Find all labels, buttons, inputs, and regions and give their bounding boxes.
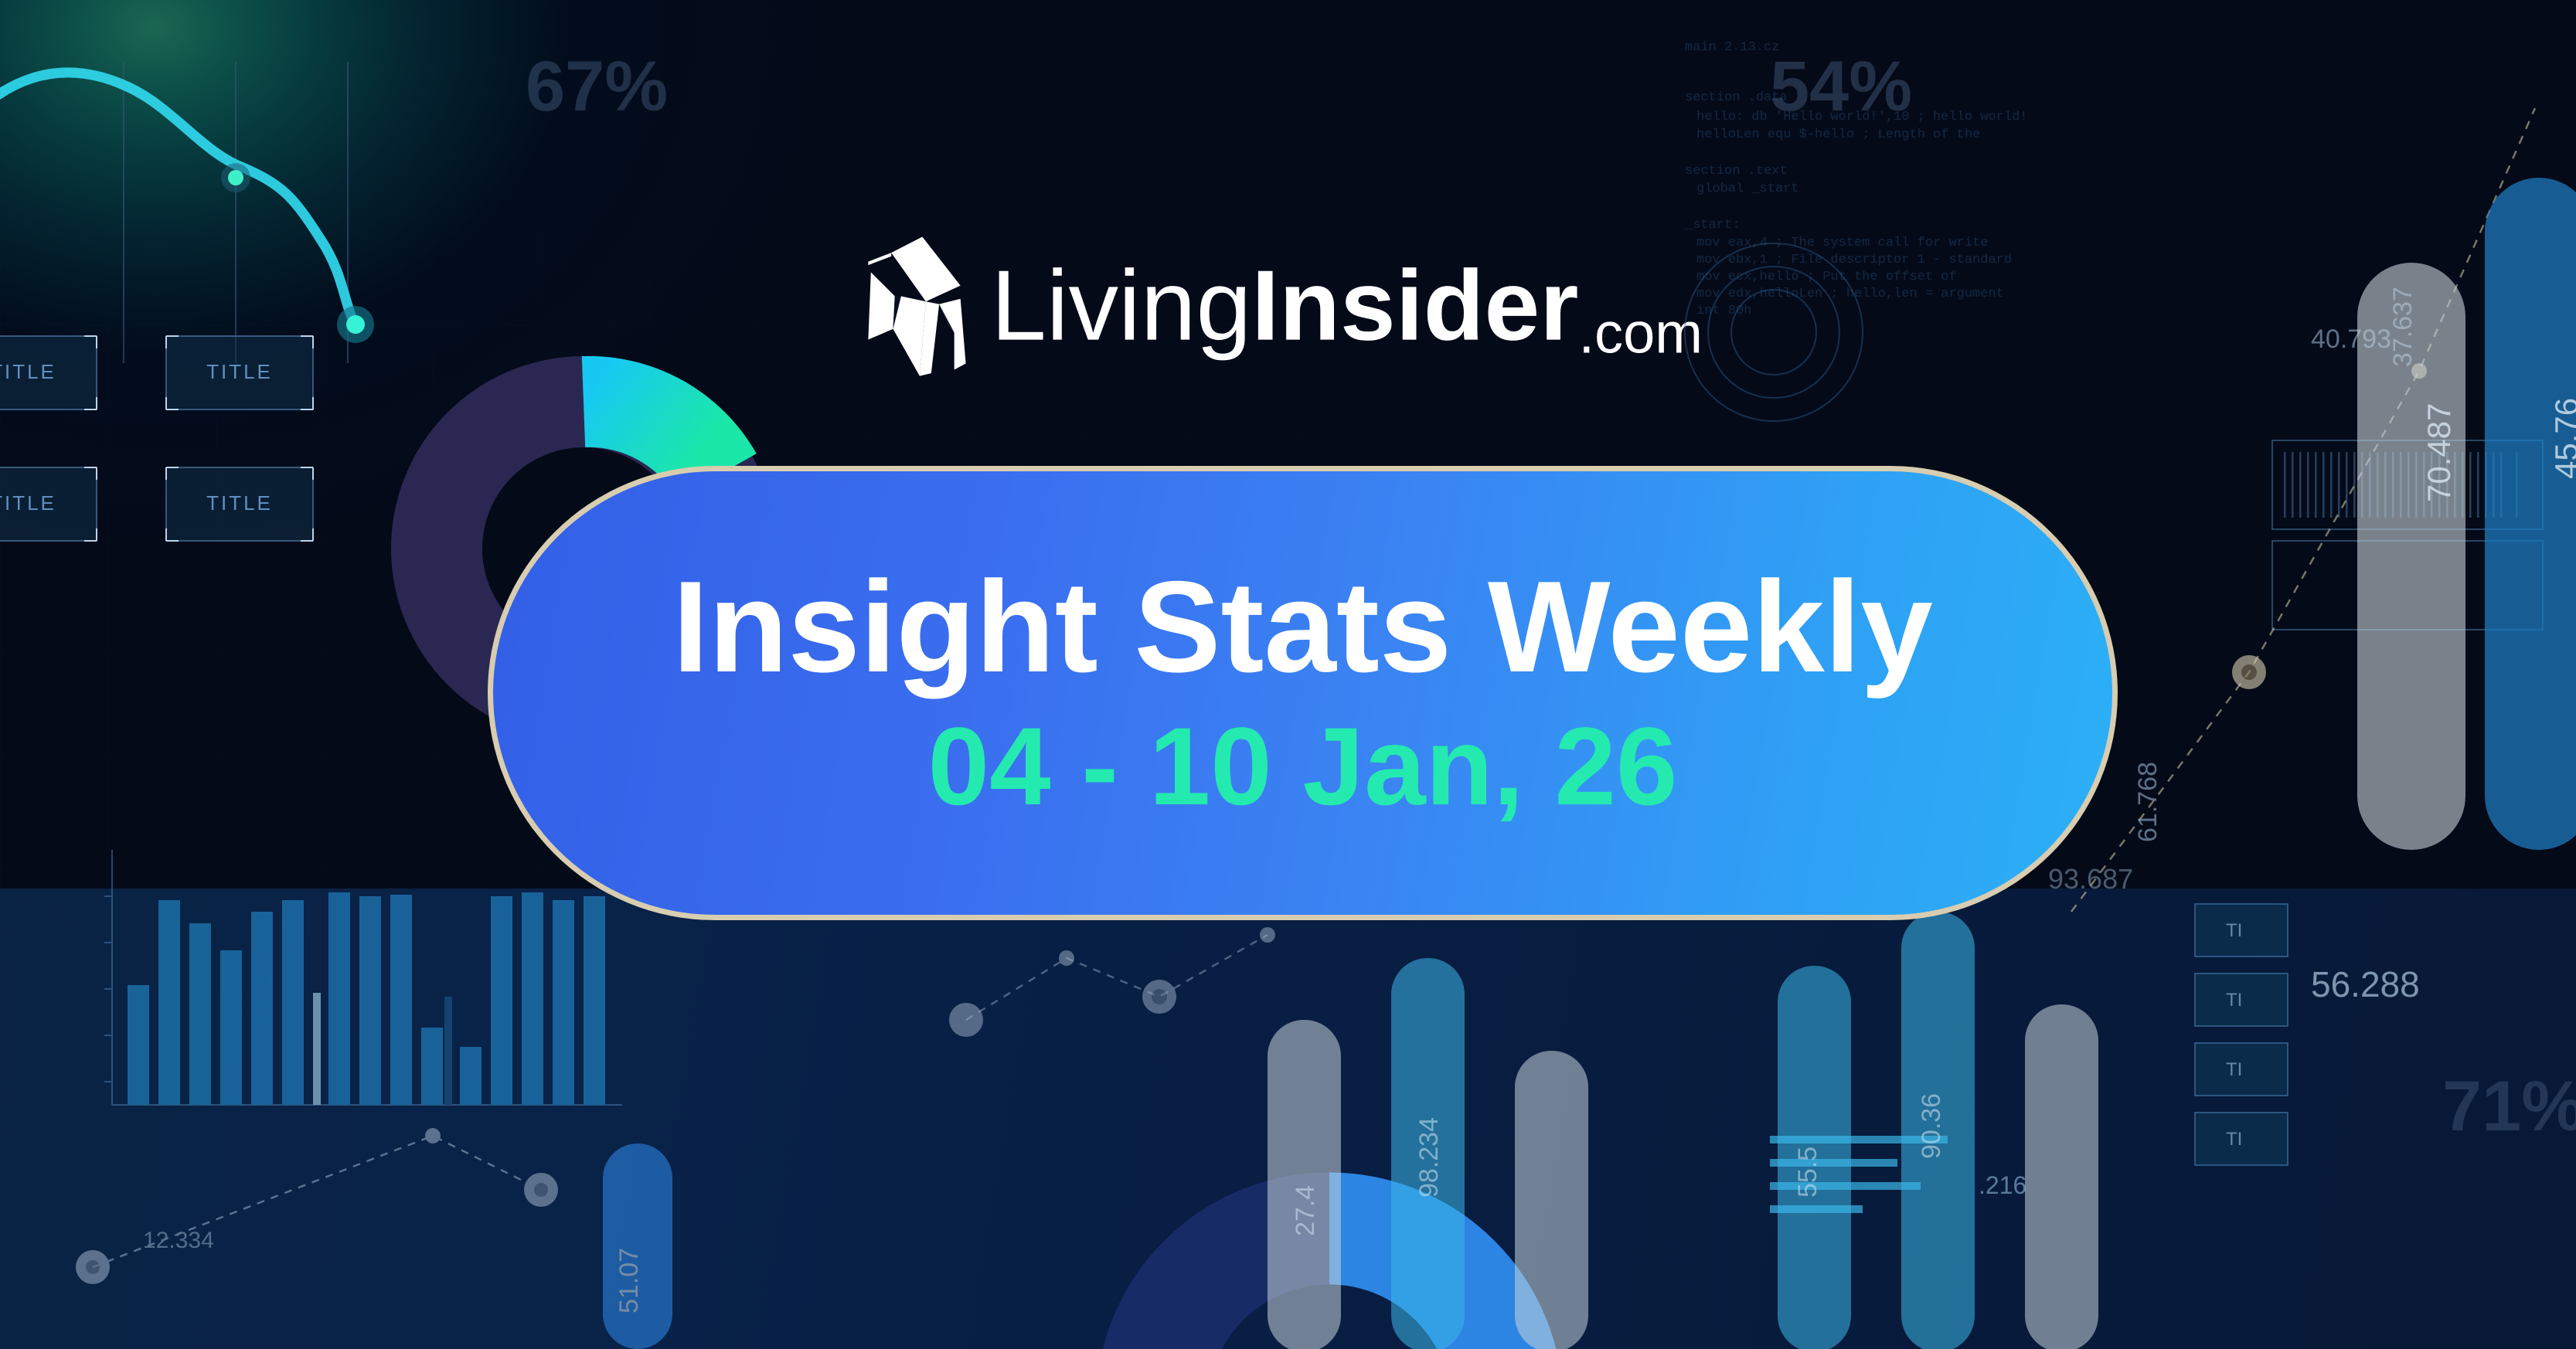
svg-text:global _start: global _start — [1696, 182, 1799, 196]
svg-text:TI: TI — [2226, 1129, 2242, 1150]
svg-text:12.334: 12.334 — [143, 1228, 214, 1253]
svg-text:90.36: 90.36 — [1917, 1093, 1946, 1159]
svg-text:section .data: section .data — [1685, 90, 1788, 105]
svg-text:main 2.13.cz: main 2.13.cz — [1685, 40, 1779, 55]
svg-text:93.687: 93.687 — [2048, 863, 2133, 895]
svg-text:mov ecx,hello ; Put the offse: mov ecx,hello ; Put the offset of — [1696, 270, 1957, 284]
svg-text:.216: .216 — [1979, 1171, 2026, 1199]
svg-text:98.234: 98.234 — [1414, 1117, 1444, 1198]
svg-text:56.288: 56.288 — [2311, 964, 2420, 1004]
svg-text:mov eax,4 ; The system ca: mov eax,4 ; The system call for write — [1696, 236, 1988, 250]
svg-text:55.5: 55.5 — [1793, 1147, 1822, 1198]
svg-text:_start:: _start: — [1684, 218, 1740, 233]
svg-text:section .text: section .text — [1685, 164, 1788, 178]
svg-text:hello: db 'Hello world!',10: hello: db 'Hello world!',10 ; hello worl… — [1696, 110, 2027, 124]
svg-text:mov edx,helloLen ; hello,len =: mov edx,helloLen ; hello,len = argument — [1696, 287, 2004, 301]
svg-text:helloLen equ $-hello ;: helloLen equ $-hello ; Length of the — [1696, 127, 1980, 142]
svg-text:TI: TI — [2226, 920, 2242, 941]
svg-text:mov ebx,1 ; File descript: mov ebx,1 ; File descriptor 1 - standard — [1696, 253, 2012, 267]
svg-text:61.768: 61.768 — [2133, 762, 2163, 842]
svg-text:TI: TI — [2226, 1059, 2242, 1080]
svg-text:45.76: 45.76 — [2548, 398, 2576, 479]
svg-text:51.07: 51.07 — [614, 1248, 644, 1313]
svg-text:int 80h: int 80h — [1696, 304, 1751, 318]
svg-text:TI: TI — [2226, 990, 2242, 1011]
svg-text:70.487: 70.487 — [2421, 403, 2457, 502]
svg-text:27.4: 27.4 — [1291, 1185, 1320, 1236]
